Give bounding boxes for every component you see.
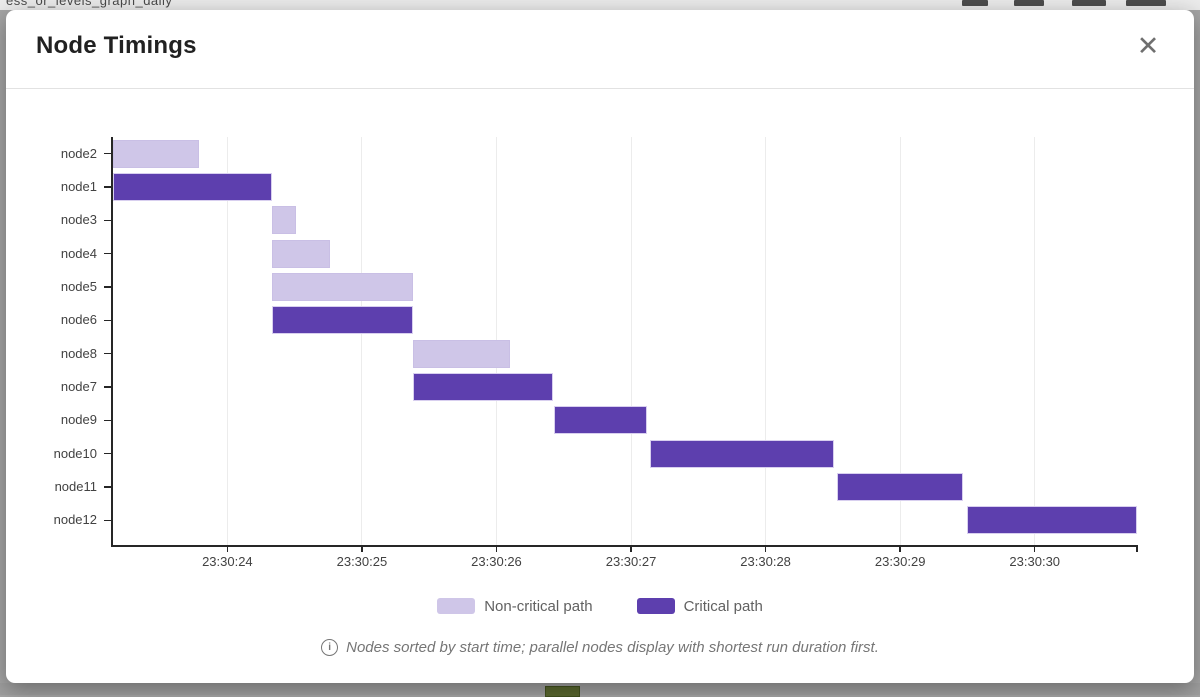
y-axis-label: node4 bbox=[60, 245, 97, 261]
legend-label: Non-critical path bbox=[484, 597, 593, 615]
y-axis-tick bbox=[104, 486, 111, 488]
non-critical-swatch-icon bbox=[437, 598, 476, 614]
gantt-chart: 23:30:24 23:30:25 23:30:26 23:30:27 23:30:28… bbox=[6, 10, 1194, 683]
close-button[interactable]: ✕ bbox=[1130, 28, 1166, 64]
close-icon: ✕ bbox=[1136, 30, 1160, 61]
background-toolbar-icon bbox=[1014, 0, 1044, 6]
y-axis-tick bbox=[104, 419, 111, 422]
footnote: i Nodes sorted by start time; parallel n… bbox=[6, 636, 1194, 658]
y-axis-label: node3 bbox=[60, 212, 97, 228]
gantt-bar-node1[interactable] bbox=[113, 173, 272, 201]
y-axis-label: node7 bbox=[60, 379, 97, 394]
x-axis-tick-label: 23:30:26 bbox=[471, 554, 522, 569]
dialog-header: Node Timings ✕ bbox=[6, 10, 1194, 89]
gantt-bar-node3[interactable] bbox=[271, 206, 296, 235]
background-toolbar-icon bbox=[962, 0, 988, 6]
x-axis-tick bbox=[630, 545, 632, 552]
x-gridline bbox=[226, 137, 228, 545]
x-axis-tick-label: 23:30:27 bbox=[605, 554, 657, 569]
y-axis-label: node8 bbox=[60, 345, 97, 361]
x-axis-tick-label: 23:30:28 bbox=[740, 554, 791, 569]
y-axis-label: node11 bbox=[54, 479, 97, 494]
y-axis-label: node10 bbox=[53, 445, 97, 461]
info-icon: i bbox=[321, 638, 339, 656]
y-axis-tick bbox=[104, 286, 111, 288]
critical-swatch-icon bbox=[636, 598, 675, 614]
legend-item-critical[interactable]: Critical path bbox=[636, 597, 763, 615]
gantt-bar-node5[interactable] bbox=[271, 273, 414, 301]
background-green-accent bbox=[545, 686, 580, 697]
dialog-title: Node Timings bbox=[36, 32, 197, 59]
x-axis-tick bbox=[1033, 545, 1036, 552]
x-axis-end-tick bbox=[1136, 545, 1138, 552]
y-axis-label: node12 bbox=[53, 512, 97, 528]
x-axis-tick-label: 23:30:29 bbox=[874, 554, 926, 569]
gantt-bar-node7[interactable] bbox=[413, 373, 553, 401]
background-bottom-strip bbox=[0, 683, 1200, 695]
x-axis-tick bbox=[495, 545, 498, 552]
x-axis-tick-label: 23:30:30 bbox=[1009, 554, 1061, 569]
x-axis-tick-label: 23:30:25 bbox=[336, 554, 388, 569]
x-axis-tick bbox=[764, 545, 767, 552]
y-axis-label: node1 bbox=[60, 179, 97, 194]
x-gridline bbox=[361, 137, 363, 545]
gantt-bar-node4[interactable] bbox=[271, 239, 330, 268]
y-axis-label: node6 bbox=[60, 312, 97, 328]
y-axis-tick bbox=[104, 386, 111, 388]
y-axis-label: node5 bbox=[60, 279, 97, 294]
gantt-bar-node10[interactable] bbox=[649, 439, 835, 468]
gantt-bar-node8[interactable] bbox=[413, 339, 510, 368]
gantt-bar-node11[interactable] bbox=[836, 473, 964, 501]
y-axis-label: node9 bbox=[60, 412, 97, 428]
y-axis-label: node2 bbox=[60, 145, 97, 161]
chart-legend: Non-critical path Critical path bbox=[6, 594, 1194, 618]
y-axis-tick bbox=[104, 219, 111, 222]
legend-label: Critical path bbox=[683, 597, 763, 615]
background-toolbar-icon bbox=[1072, 0, 1106, 6]
x-axis-tick bbox=[361, 545, 363, 552]
x-axis-tick bbox=[899, 545, 901, 552]
x-gridline bbox=[630, 137, 632, 545]
y-axis-tick bbox=[104, 319, 111, 322]
x-gridline bbox=[899, 137, 901, 545]
x-axis-line bbox=[111, 545, 1137, 547]
background-page-strip: ess_or_levels_graph_daily bbox=[0, 0, 1200, 10]
y-axis-tick bbox=[104, 352, 111, 355]
x-axis-tick-label: 23:30:24 bbox=[202, 554, 253, 569]
y-axis-tick bbox=[104, 452, 111, 455]
x-axis-tick bbox=[226, 545, 229, 552]
y-axis-tick bbox=[104, 152, 111, 155]
background-toolbar-icon bbox=[1126, 0, 1166, 6]
gantt-bar-node9[interactable] bbox=[554, 406, 648, 435]
x-gridline bbox=[765, 137, 767, 545]
y-axis-tick bbox=[104, 519, 111, 522]
node-timings-dialog: Node Timings ✕ 23:30:24 23:30:25 23:30:26 2… bbox=[6, 10, 1194, 683]
x-gridline bbox=[1034, 137, 1036, 545]
legend-item-non-critical[interactable]: Non-critical path bbox=[437, 597, 593, 615]
gantt-bar-node12[interactable] bbox=[967, 506, 1137, 535]
gantt-bar-node6[interactable] bbox=[271, 306, 414, 335]
footnote-text: Nodes sorted by start time; parallel nod… bbox=[346, 638, 879, 656]
background-text-fragment: ess_or_levels_graph_daily bbox=[6, 0, 173, 8]
y-axis-tick bbox=[104, 186, 111, 188]
y-axis-tick bbox=[104, 252, 111, 255]
gantt-bar-node2[interactable] bbox=[113, 139, 200, 168]
y-axis-line bbox=[111, 137, 113, 547]
